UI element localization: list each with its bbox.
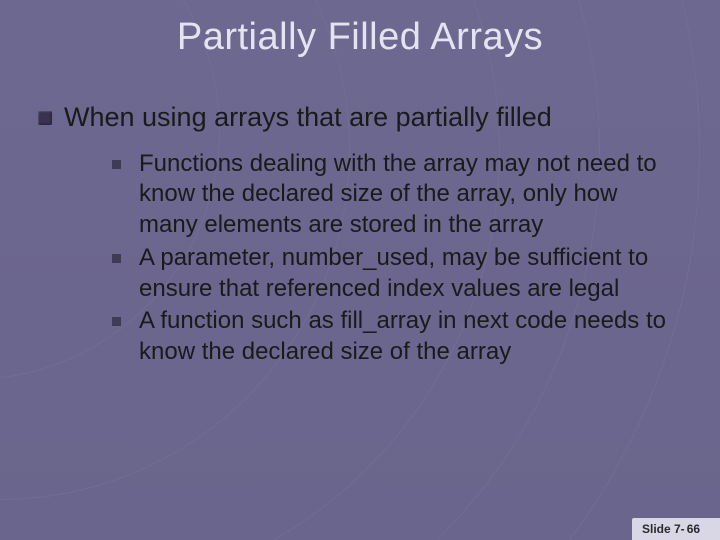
square-bullet-icon (112, 317, 121, 326)
slide: Partially Filled Arrays When using array… (0, 0, 720, 540)
list-item: A function such as fill_array in next co… (112, 306, 670, 367)
list-item-text: A parameter, number_used, may be suffici… (139, 243, 670, 304)
list-item: Functions dealing with the array may not… (112, 149, 670, 241)
bullet-top-level: When using arrays that are partially fil… (38, 101, 680, 135)
slide-title: Partially Filled Arrays (40, 16, 680, 59)
square-bullet-icon (112, 160, 121, 169)
bullet-marker-icon (38, 111, 52, 125)
bullet-top-text: When using arrays that are partially fil… (64, 101, 552, 135)
list-item: A parameter, number_used, may be suffici… (112, 243, 670, 304)
slide-content: Partially Filled Arrays When using array… (0, 0, 720, 368)
list-item-text: A function such as fill_array in next co… (139, 306, 670, 367)
slide-number-footer: Slide 7-66 (632, 518, 720, 540)
footer-prefix: Slide 7- (642, 522, 685, 536)
square-bullet-icon (112, 254, 121, 263)
list-item-text: Functions dealing with the array may not… (139, 149, 670, 241)
sub-bullet-list: Functions dealing with the array may not… (112, 149, 670, 368)
footer-number: 66 (687, 522, 700, 536)
